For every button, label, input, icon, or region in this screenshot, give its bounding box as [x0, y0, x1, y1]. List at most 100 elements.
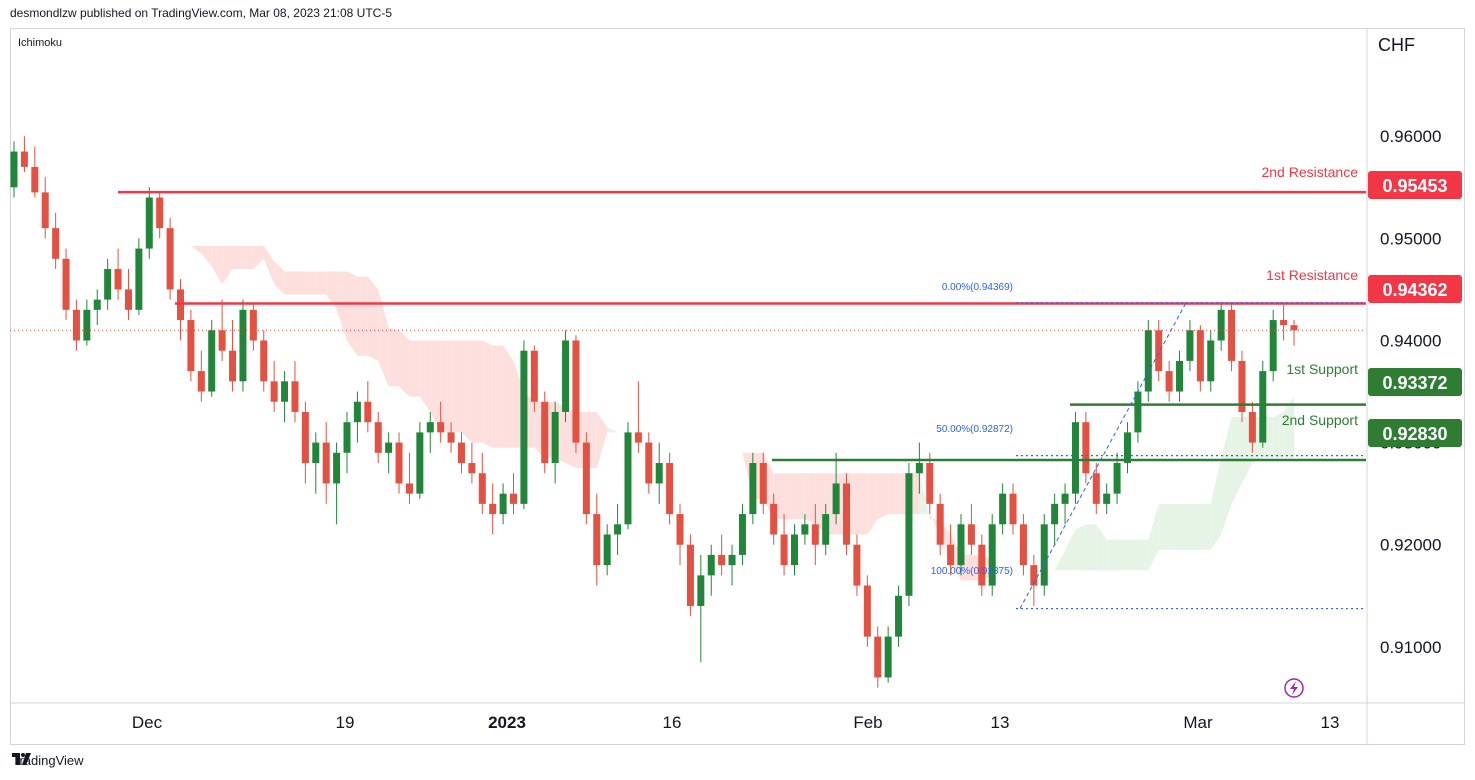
cloud-segment [367, 276, 379, 361]
support-2-name: 2nd Support [1282, 412, 1358, 428]
cloud-segment [503, 345, 514, 448]
currency-label: CHF [1378, 35, 1415, 55]
candle-body [62, 258, 70, 310]
candle-body [385, 442, 393, 453]
cloud-segment [326, 271, 337, 310]
candle-body [884, 636, 892, 678]
candle-body [364, 401, 372, 423]
cloud-segment [211, 246, 223, 285]
candle-body [343, 422, 351, 453]
lightning-icon[interactable] [1284, 678, 1304, 698]
candle-body [156, 197, 164, 229]
cloud-segment [107, 159, 119, 172]
cloud-segment [378, 289, 389, 387]
y-tick-label: 0.94000 [1380, 331, 1441, 350]
candle-body [41, 192, 49, 229]
cloud-segment [492, 345, 504, 448]
cloud-segment [201, 246, 212, 267]
candles [10, 136, 1298, 688]
candle-body [1019, 524, 1027, 566]
publisher-info: desmondlzw published on TradingView.com,… [10, 6, 392, 20]
levels [10, 190, 1366, 610]
candle-body [489, 503, 497, 515]
cloud-segment [1137, 539, 1149, 571]
candle-body [801, 524, 809, 535]
candle-body [239, 309, 247, 382]
candle-body [811, 524, 819, 545]
candle-body [853, 544, 861, 586]
footer-brand[interactable]: TradingView [12, 753, 84, 768]
y-tick-label: 0.96000 [1380, 127, 1441, 146]
sup1-price-tag: 0.93372 [1368, 368, 1462, 396]
candle-body [374, 422, 382, 453]
cloud-segment [1096, 524, 1107, 571]
axes: 0.960000.950000.940000.930000.920000.910… [10, 29, 1464, 744]
candle-body [1165, 371, 1173, 392]
candle-body [260, 340, 268, 382]
candle-body [1061, 493, 1069, 504]
candle-body [1103, 493, 1111, 504]
candle-body [291, 381, 299, 412]
cloud-segment [1106, 539, 1118, 571]
cloud-segment [419, 340, 431, 412]
candle-body [1030, 565, 1038, 586]
cloud-segment [305, 271, 316, 295]
candle-body [312, 442, 320, 464]
cloud-segment [1169, 503, 1180, 550]
candle-body [1009, 493, 1017, 525]
candle-body [562, 340, 570, 412]
indicator-label[interactable]: Ichimoku [18, 37, 62, 49]
x-tick-label: Feb [853, 713, 882, 732]
candle-body [999, 493, 1007, 525]
cloud-segment [1283, 396, 1294, 458]
candle-body [738, 514, 746, 555]
candle-body [957, 524, 965, 566]
candle-body [1269, 320, 1277, 372]
cloud-segment [336, 271, 348, 341]
cloud-segment [1075, 524, 1086, 571]
x-tick-label: 13 [991, 713, 1010, 732]
candle-body [281, 381, 289, 402]
resistance-1-value: 0.94362 [1382, 280, 1447, 300]
candle-body [437, 422, 445, 433]
candle-body [1228, 309, 1236, 361]
x-tick-label: Dec [132, 713, 163, 732]
cloud-segment [794, 473, 805, 520]
candle-body [322, 442, 330, 484]
candle-body [457, 442, 465, 464]
cloud-segment [1158, 503, 1170, 550]
candle-body [1196, 330, 1204, 382]
chart-frame [10, 28, 1465, 745]
cloud-segment [638, 427, 649, 433]
cloud-segment [461, 340, 472, 443]
cloud-segment [596, 411, 608, 469]
candle-body [728, 554, 736, 566]
res2-price-tag: 0.95453 [1368, 171, 1462, 199]
candle-body [197, 371, 205, 392]
cloud-segment [430, 340, 441, 433]
candle-body [249, 309, 257, 341]
cloud-segment [118, 171, 129, 190]
candle-body [895, 595, 903, 637]
y-tick-label: 0.92000 [1380, 536, 1441, 555]
cloud-segment [1189, 503, 1201, 550]
candle-body [707, 554, 715, 576]
candle-body [1040, 524, 1048, 586]
cloud-segment [274, 261, 285, 295]
candle-body [353, 401, 361, 423]
candle-body [1280, 320, 1288, 326]
candle-body [832, 483, 840, 515]
candle-body [478, 473, 486, 504]
candle-body [520, 350, 528, 504]
cloud-segment [409, 340, 420, 397]
candle-body [686, 544, 694, 606]
cloud-segment [607, 427, 618, 433]
candle-body [936, 503, 944, 545]
y-tick-label: 0.91000 [1380, 638, 1441, 657]
candle-body [759, 463, 767, 504]
candle-body [874, 636, 882, 678]
candle-body [20, 151, 28, 167]
candle-body [1238, 360, 1246, 412]
cloud-segment [482, 340, 493, 448]
